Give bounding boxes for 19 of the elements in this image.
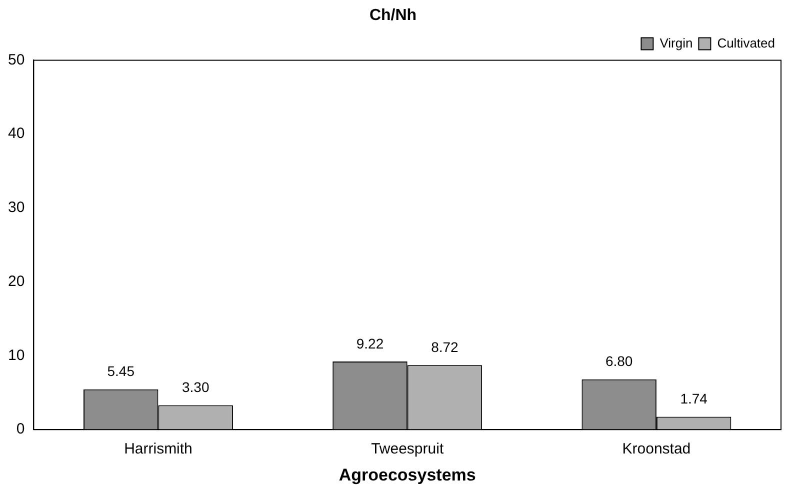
x-tick-label: Kroonstad [622,440,691,458]
chart-title: Ch/Nh [369,7,417,24]
data-label: 1.74 [680,390,708,407]
legend-label: Virgin [660,35,693,50]
y-tick-label: 50 [8,51,25,68]
data-label: 5.45 [107,363,135,380]
x-tick-label: Tweespruit [371,440,444,458]
y-tick-label: 20 [8,272,25,290]
y-tick-label: 10 [8,346,25,364]
data-label: 8.72 [431,339,459,356]
data-label: 6.80 [605,353,633,370]
legend-label: Cultivated [717,35,776,50]
x-axis-title: Agroecosystems [338,465,476,484]
data-label: 3.30 [182,379,210,396]
data-label: 9.22 [356,335,384,352]
y-tick-label: 30 [8,199,25,216]
y-tick-label: 40 [8,125,25,142]
y-tick-label: 0 [16,420,25,438]
x-tick-label: Harrismith [124,440,192,458]
